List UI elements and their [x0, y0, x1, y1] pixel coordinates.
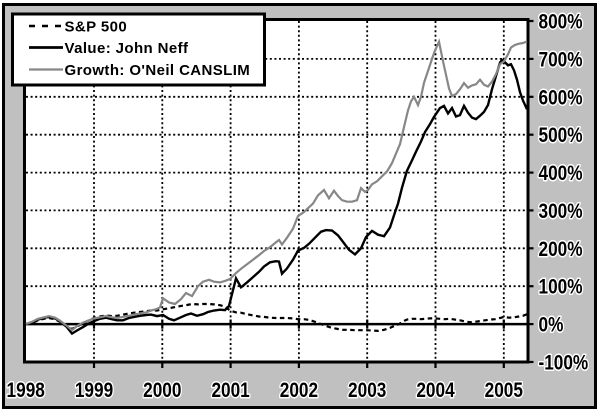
svg-text:1999: 1999	[75, 380, 113, 403]
svg-text:100%: 100%	[539, 276, 583, 299]
svg-text:800%: 800%	[539, 11, 583, 34]
svg-text:500%: 500%	[539, 125, 583, 148]
svg-text:300%: 300%	[539, 200, 583, 223]
svg-text:Growth: O'Neil CANSLIM: Growth: O'Neil CANSLIM	[65, 62, 251, 79]
svg-text:2001: 2001	[211, 380, 250, 403]
svg-text:2005: 2005	[485, 380, 524, 403]
svg-text:2002: 2002	[280, 380, 318, 403]
svg-text:2004: 2004	[416, 380, 455, 403]
svg-text:1998: 1998	[7, 380, 46, 403]
svg-text:200%: 200%	[539, 238, 583, 261]
svg-text:S&P 500: S&P 500	[65, 18, 128, 35]
svg-text:600%: 600%	[539, 87, 583, 110]
svg-text:Value: John Neff: Value: John Neff	[65, 40, 190, 57]
svg-text:-100%: -100%	[539, 352, 589, 375]
svg-text:0%: 0%	[539, 314, 564, 337]
svg-text:2000: 2000	[143, 380, 181, 403]
svg-text:2003: 2003	[348, 380, 386, 403]
svg-text:700%: 700%	[539, 49, 583, 72]
svg-text:400%: 400%	[539, 163, 583, 186]
